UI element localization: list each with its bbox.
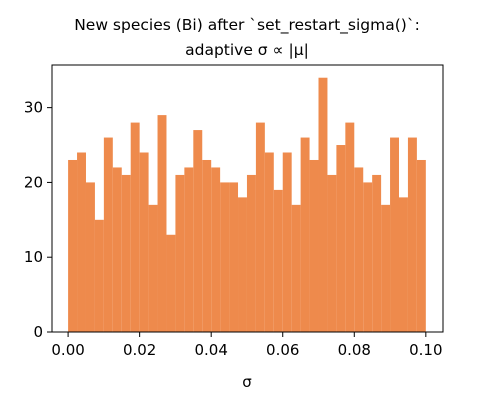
bar bbox=[157, 115, 167, 332]
bar bbox=[407, 137, 417, 332]
bar bbox=[273, 189, 283, 332]
chart-title-line: New species (Bi) after `set_restart_sigm… bbox=[74, 16, 420, 35]
bar bbox=[416, 159, 426, 332]
bar bbox=[121, 174, 131, 332]
bar bbox=[246, 174, 256, 332]
x-tick-label: 0.02 bbox=[123, 341, 156, 359]
bar bbox=[238, 197, 247, 332]
bar bbox=[85, 182, 95, 332]
bar bbox=[220, 182, 230, 332]
bar bbox=[139, 152, 149, 332]
bar bbox=[184, 167, 194, 332]
bar bbox=[175, 174, 185, 332]
x-tick-label: 0.10 bbox=[409, 341, 442, 359]
bar bbox=[112, 167, 122, 332]
bar bbox=[354, 167, 364, 332]
bar bbox=[381, 204, 391, 332]
y-tick-label: 0 bbox=[33, 323, 43, 341]
bar bbox=[327, 174, 337, 332]
bar bbox=[68, 159, 78, 332]
x-tick-label: 0.06 bbox=[266, 341, 299, 359]
bar bbox=[336, 145, 346, 332]
bar bbox=[77, 152, 86, 332]
bar bbox=[166, 234, 176, 332]
bar bbox=[193, 130, 203, 332]
bar bbox=[318, 77, 328, 332]
y-tick-label: 10 bbox=[24, 248, 43, 266]
bar bbox=[211, 167, 221, 332]
bar bbox=[130, 122, 140, 333]
bar bbox=[390, 137, 399, 332]
bar bbox=[372, 174, 382, 332]
bar bbox=[148, 204, 158, 332]
x-tick-label: 0.08 bbox=[338, 341, 371, 359]
bar bbox=[94, 219, 104, 332]
x-axis-label: σ bbox=[242, 373, 252, 391]
bar bbox=[255, 122, 265, 333]
x-tick-label: 0.04 bbox=[194, 341, 227, 359]
x-tick-label: 0.00 bbox=[51, 341, 84, 359]
chart-title-line: adaptive σ ∝ |μ| bbox=[185, 41, 309, 59]
y-tick-label: 30 bbox=[24, 99, 43, 117]
bar bbox=[264, 152, 274, 332]
bar bbox=[309, 159, 319, 332]
bar bbox=[345, 122, 355, 333]
axes-frame bbox=[51, 64, 444, 333]
bar bbox=[282, 152, 292, 332]
bar bbox=[300, 137, 310, 332]
bar bbox=[202, 159, 212, 332]
bar bbox=[363, 182, 373, 332]
bar bbox=[229, 182, 239, 332]
bar bbox=[291, 204, 301, 332]
bar bbox=[398, 197, 408, 332]
bar bbox=[103, 137, 113, 332]
y-tick-label: 20 bbox=[24, 173, 43, 191]
